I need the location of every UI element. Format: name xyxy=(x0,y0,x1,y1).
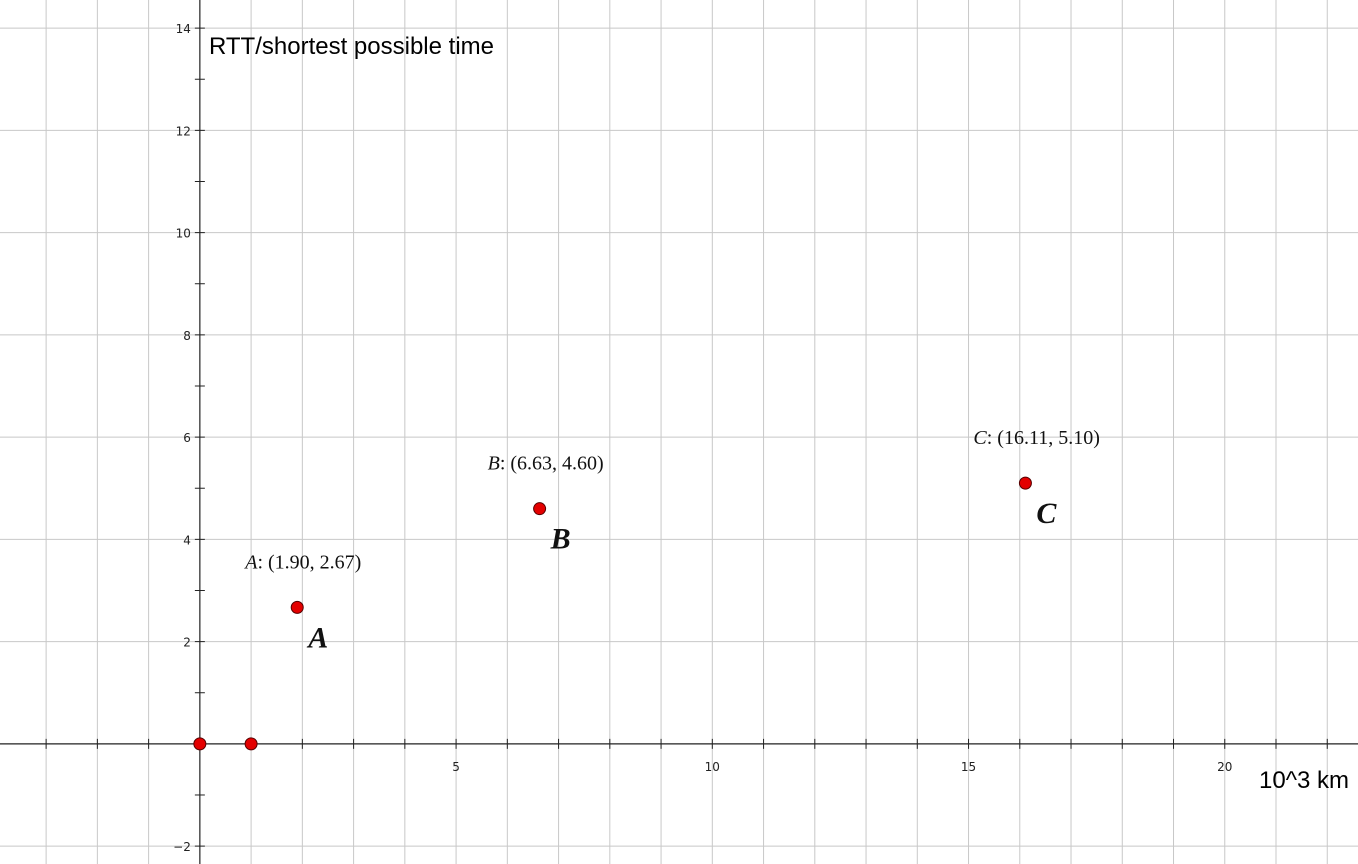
data-point xyxy=(533,502,547,516)
x-tick-label: 10 xyxy=(705,760,720,774)
point-labels: A A: (1.90, 2.67) B B: (6.63, 4.60) C C: (16.… xyxy=(243,427,1100,654)
x-axis-label: 10^3 km xyxy=(1259,767,1349,794)
y-tick-label: −2 xyxy=(173,840,191,854)
ticks: 5 10 15 20 −2 2 4 6 8 10 12 14 xyxy=(45,22,1328,854)
y-tick-label: 8 xyxy=(183,329,191,343)
y-tick-label: 12 xyxy=(176,124,191,138)
point-coordinate-label: A: (1.90, 2.67) xyxy=(243,551,361,573)
y-tick-label: 4 xyxy=(183,533,191,547)
x-tick-label: 15 xyxy=(961,760,976,774)
data-point xyxy=(193,737,207,751)
point-coordinate-label: C: (16.11, 5.10) xyxy=(973,427,1099,449)
data-point xyxy=(290,600,304,614)
x-tick-label: 5 xyxy=(452,760,460,774)
point-name-label: B xyxy=(550,523,571,556)
point-coordinate-label: B: (6.63, 4.60) xyxy=(488,453,604,475)
point-name-label: A xyxy=(306,621,328,654)
y-tick-label: 6 xyxy=(183,431,191,445)
y-tick-label: 10 xyxy=(176,227,191,241)
y-tick-label: 2 xyxy=(183,636,191,650)
points xyxy=(193,476,1032,751)
y-tick-label: 14 xyxy=(176,22,191,36)
point-name-label: C xyxy=(1036,497,1057,530)
data-point xyxy=(244,737,258,751)
data-point xyxy=(1018,476,1032,490)
y-axis-label: RTT/shortest possible time xyxy=(209,33,494,60)
x-tick-label: 20 xyxy=(1217,760,1232,774)
